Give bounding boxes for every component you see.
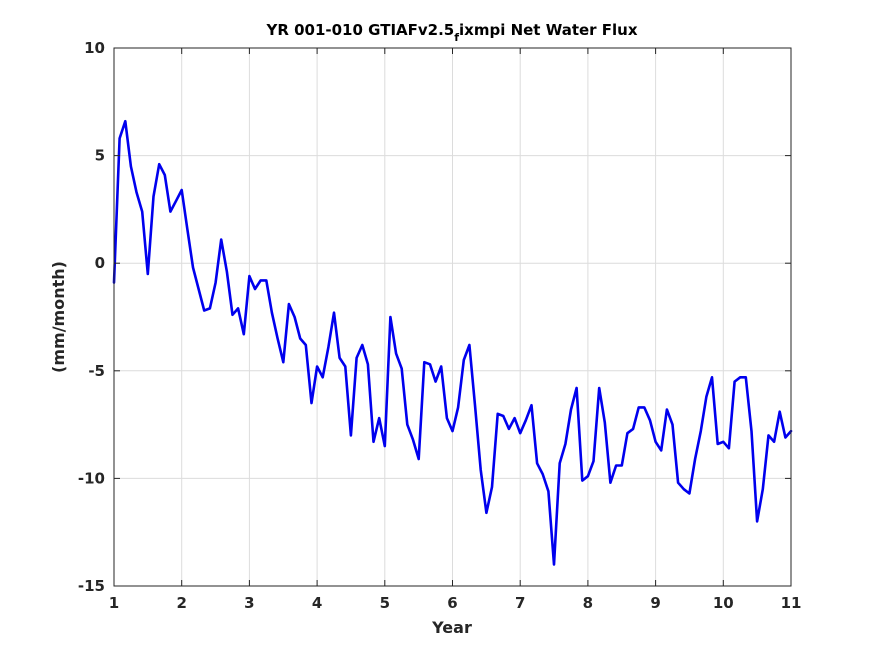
chart-title-main: YR 001-010 GTIAFv2.5: [265, 21, 454, 39]
y-axis-label: (mm/month): [49, 261, 68, 373]
y-tick-label: -15: [78, 577, 105, 595]
y-tick-label: -10: [78, 469, 105, 487]
y-tick-label: 10: [84, 39, 105, 57]
y-tick-label: 5: [95, 147, 105, 165]
x-tick-label: 7: [515, 594, 525, 612]
x-axis-label: Year: [431, 618, 472, 637]
x-tick-label: 1: [109, 594, 119, 612]
y-tick-labels: -15 -10 -5 0 5 10: [78, 39, 105, 595]
chart-title: YR 001-010 GTIAFv2.5fixmpi Net Water Flu…: [265, 21, 637, 44]
y-tick-label: 0: [95, 254, 105, 272]
x-tick-label: 3: [244, 594, 254, 612]
x-tick-label: 8: [583, 594, 593, 612]
chart-title-rest: ixmpi Net Water Flux: [459, 21, 638, 39]
x-tick-labels: 1 2 3 4 5 6 7 8 9 10 11: [109, 594, 802, 612]
series-line-0: [112, 119, 793, 566]
chart-title-subscript: f: [454, 31, 459, 44]
data-series: [112, 119, 793, 566]
axis-ticks: [113, 47, 792, 587]
x-tick-label: 10: [713, 594, 734, 612]
y-tick-label: -5: [88, 362, 105, 380]
x-tick-label: 2: [176, 594, 186, 612]
x-tick-label: 5: [380, 594, 390, 612]
x-tick-label: 11: [781, 594, 802, 612]
x-tick-label: 4: [312, 594, 322, 612]
x-tick-label: 6: [447, 594, 457, 612]
x-tick-label: 9: [650, 594, 660, 612]
